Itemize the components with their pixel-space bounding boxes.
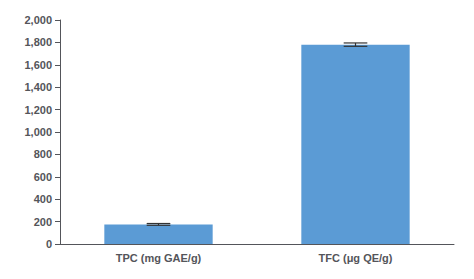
svg-text:400: 400: [34, 193, 52, 205]
svg-text:200: 200: [34, 216, 52, 228]
svg-text:1,400: 1,400: [24, 81, 52, 93]
svg-text:1,000: 1,000: [24, 126, 52, 138]
svg-text:1,200: 1,200: [24, 104, 52, 116]
svg-text:1,600: 1,600: [24, 59, 52, 71]
svg-text:800: 800: [34, 148, 52, 160]
svg-text:1,800: 1,800: [24, 36, 52, 48]
svg-text:2,000: 2,000: [24, 14, 52, 26]
svg-text:600: 600: [34, 171, 52, 183]
svg-text:TFC (μg QE/g): TFC (μg QE/g): [319, 252, 393, 264]
svg-text:0: 0: [46, 238, 52, 250]
svg-text:TPC (mg GAE/g): TPC (mg GAE/g): [116, 252, 202, 264]
